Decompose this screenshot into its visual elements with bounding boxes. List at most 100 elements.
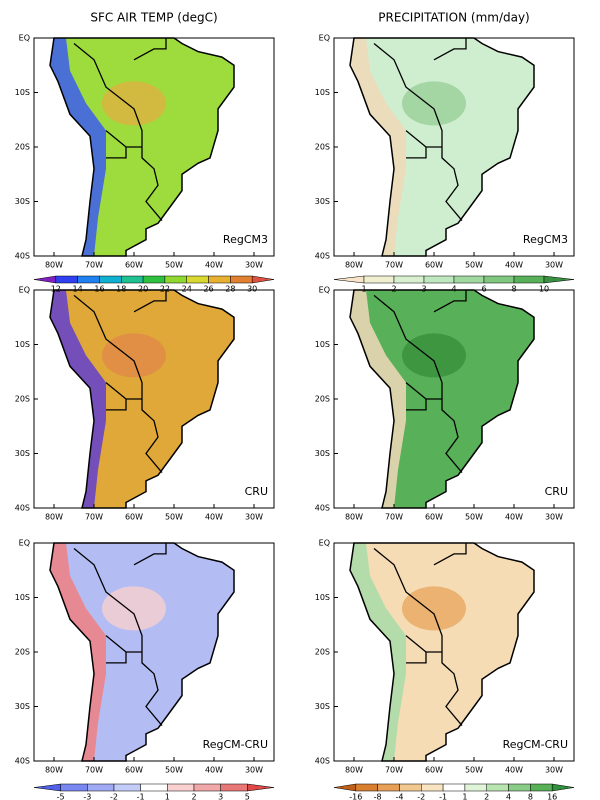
lat-label: 10S (15, 340, 30, 349)
field-patch (102, 586, 166, 631)
lat-label: 40S (315, 757, 330, 766)
lat-label: EQ (319, 34, 330, 43)
colorbar-label: 5 (245, 793, 250, 800)
coastline (49, 37, 235, 257)
lon-label: 30W (545, 513, 563, 522)
lon-label: 30W (245, 766, 263, 775)
border (73, 547, 163, 727)
colorbar-box (247, 783, 275, 792)
colorbar-label: 2 (484, 793, 489, 800)
lat-label: EQ (19, 34, 30, 43)
panel-label: CRU (245, 485, 268, 498)
lon-label: 80W (345, 261, 363, 270)
lat-label: EQ (319, 539, 330, 548)
lon-label: 50W (165, 766, 183, 775)
colorbar-label: -16 (349, 793, 362, 800)
lon-label: 80W (45, 766, 63, 775)
panel-label: CRU (545, 485, 568, 498)
colorbar-box (333, 783, 357, 792)
column-title: SFC AIR TEMP (degC) (90, 11, 217, 25)
field-patch (402, 81, 466, 126)
lat-label: 30S (315, 197, 330, 206)
border (433, 38, 467, 61)
border (373, 294, 463, 474)
coastline (349, 289, 535, 509)
field-patch (102, 333, 166, 378)
colorbar-label: -2 (110, 793, 118, 800)
border (106, 147, 127, 159)
lat-label: 10S (15, 88, 30, 97)
andes-field (350, 38, 406, 256)
colorbar-label: 1 (361, 285, 366, 294)
colorbar-box (140, 783, 168, 792)
colorbar-box (483, 275, 515, 284)
lon-label: 70W (385, 766, 403, 775)
colorbar-label: -5 (57, 793, 65, 800)
lat-label: 40S (15, 504, 30, 513)
colorbar-label: 1 (165, 793, 170, 800)
lon-label: 30W (245, 261, 263, 270)
border (106, 652, 127, 664)
colorbar-box (60, 783, 88, 792)
colorbar-box (377, 783, 400, 792)
colorbar-label: -8 (374, 793, 382, 800)
map-panel: EQ 10S 20S 30S 40S 80W 70W 60W 50W 40W 30W RegCM3 (315, 34, 575, 270)
lat-label: 40S (315, 252, 330, 261)
colorbar-box (393, 275, 425, 284)
lat-label: 20S (15, 648, 30, 657)
colorbar-box (355, 783, 378, 792)
lat-label: 30S (15, 702, 30, 711)
colorbar-box (399, 783, 422, 792)
lon-label: 70W (85, 766, 103, 775)
colorbar-box (87, 783, 115, 792)
border (133, 290, 167, 313)
colorbar-box (543, 275, 575, 284)
colorbar-box (453, 275, 485, 284)
field-patch (402, 586, 466, 631)
lat-label: 30S (315, 449, 330, 458)
lat-label: EQ (319, 286, 330, 295)
colorbar-box (508, 783, 531, 792)
lon-label: 60W (125, 513, 143, 522)
border (73, 42, 163, 222)
lat-label: 40S (315, 504, 330, 513)
colorbar-label: 3 (421, 285, 426, 294)
lon-label: 70W (385, 513, 403, 522)
colorbar-label: 16 (94, 285, 104, 294)
lon-label: 60W (425, 261, 443, 270)
colorbar-box (99, 275, 122, 284)
colorbar-label: 10 (539, 285, 549, 294)
colorbar-label: -1 (137, 793, 145, 800)
lon-label: 70W (385, 261, 403, 270)
colorbar-label: 8 (528, 793, 533, 800)
lon-label: 30W (545, 261, 563, 270)
colorbar-label: 3 (218, 793, 223, 800)
lon-label: 80W (45, 513, 63, 522)
lon-label: 50W (165, 513, 183, 522)
lon-label: 50W (465, 513, 483, 522)
coastline (49, 542, 235, 762)
lat-label: 40S (15, 757, 30, 766)
colorbar-box (55, 275, 78, 284)
lat-label: 20S (315, 648, 330, 657)
colorbar-box (423, 275, 455, 284)
lat-label: 10S (315, 593, 330, 602)
lon-label: 70W (85, 261, 103, 270)
lon-label: 70W (85, 513, 103, 522)
lat-label: 20S (15, 395, 30, 404)
lat-label: 20S (315, 143, 330, 152)
andes-field (350, 543, 406, 761)
lat-label: 10S (315, 88, 330, 97)
lon-label: 60W (125, 766, 143, 775)
colorbar-box (513, 275, 545, 284)
andes-field (50, 38, 106, 256)
colorbar-label: 26 (203, 285, 213, 294)
coastline (49, 289, 235, 509)
colorbar-box (251, 275, 275, 284)
lat-label: 20S (15, 143, 30, 152)
lat-label: EQ (19, 286, 30, 295)
andes-field (50, 543, 106, 761)
lat-label: 30S (15, 449, 30, 458)
lon-label: 40W (205, 261, 223, 270)
colorbar-label: 2 (191, 793, 196, 800)
